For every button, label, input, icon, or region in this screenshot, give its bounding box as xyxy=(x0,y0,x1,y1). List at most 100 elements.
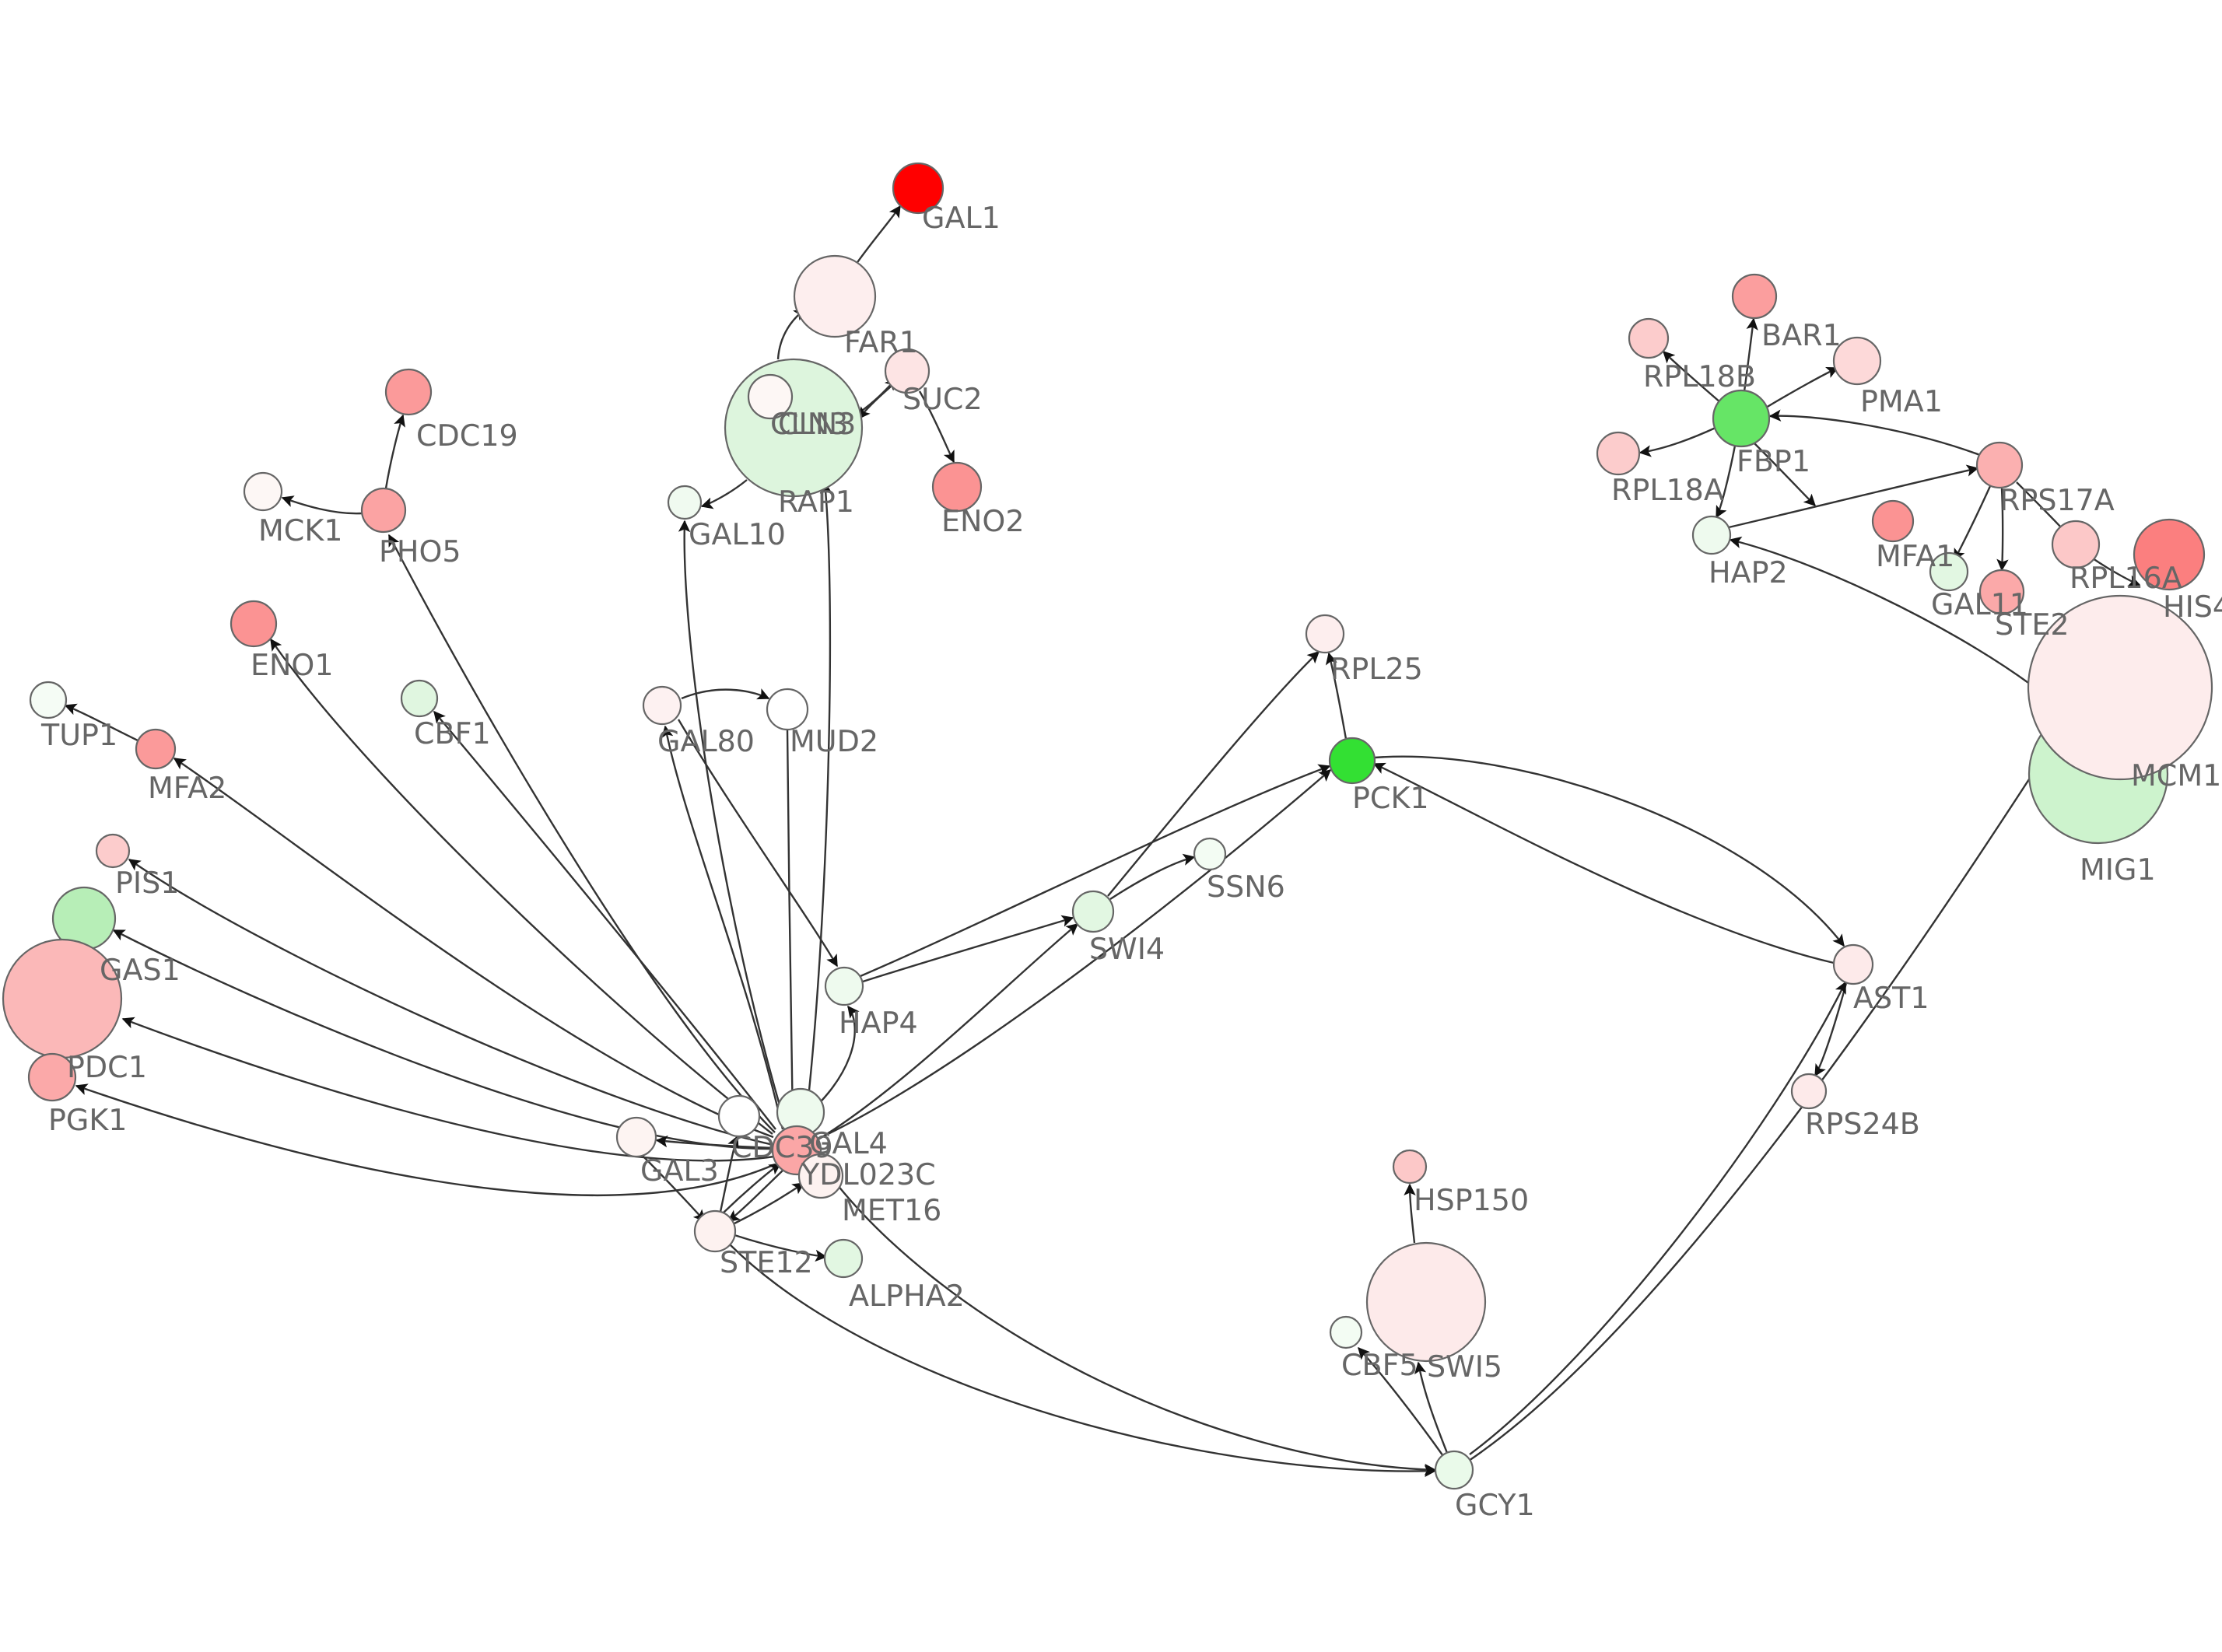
node-swi4[interactable] xyxy=(1071,890,1115,933)
node-gal11[interactable] xyxy=(1929,551,1969,592)
edge-gal4-to-gal3[interactable] xyxy=(655,1135,773,1150)
node-rpl18b[interactable] xyxy=(1628,317,1670,359)
node-far1[interactable] xyxy=(793,254,877,338)
node-rpl18a[interactable] xyxy=(1596,431,1641,476)
node-eno2[interactable] xyxy=(931,461,983,513)
node-hap4[interactable] xyxy=(824,966,864,1006)
edge-fbp1-to-rpl18a[interactable] xyxy=(1638,426,1716,457)
edge-swi4-to-rpl25[interactable] xyxy=(1107,651,1320,897)
node-eno1[interactable] xyxy=(230,600,278,648)
edge-gal4-to-pck1[interactable] xyxy=(818,769,1332,1140)
edge-gal4-to-gcy1[interactable] xyxy=(819,1161,1437,1476)
edge-rps17a-to-gal11[interactable] xyxy=(1953,485,1992,562)
node-pgk1[interactable] xyxy=(27,1052,77,1102)
node-cln3[interactable] xyxy=(747,373,794,420)
node-hsp150[interactable] xyxy=(1392,1149,1428,1185)
edge-mcm1-to-hap2[interactable] xyxy=(1729,536,2031,685)
edge-ste12-to-ydl023c[interactable] xyxy=(734,1182,805,1225)
node-pis1[interactable] xyxy=(95,833,131,869)
node-hap2[interactable] xyxy=(1691,515,1732,555)
edge-fbp1-to-rpl18b[interactable] xyxy=(1663,351,1722,404)
node-cdc19[interactable] xyxy=(384,368,433,416)
edge-gal4-to-pdc1[interactable] xyxy=(121,1017,775,1162)
edge-rps17a-to-ste2[interactable] xyxy=(1996,488,2009,572)
node-ydl023c[interactable] xyxy=(797,1153,844,1199)
edge-pho5-to-cdc19[interactable] xyxy=(384,414,405,489)
node-pma1[interactable] xyxy=(1832,336,1882,386)
edge-gal4-to-gal80[interactable] xyxy=(661,725,784,1130)
node-rps24b[interactable] xyxy=(1790,1073,1828,1110)
edge-fbp1-to-mfa1[interactable] xyxy=(1754,443,1816,506)
edge-swi4-to-ssn6[interactable] xyxy=(1109,853,1196,901)
edge-swi5-to-hsp150[interactable] xyxy=(1404,1183,1416,1244)
edge-fbp1-to-hap2[interactable] xyxy=(1715,445,1737,519)
edge-gal4-to-ste12[interactable] xyxy=(727,1169,784,1222)
node-gcy1[interactable] xyxy=(1434,1450,1474,1490)
node-pck1[interactable] xyxy=(1328,737,1376,785)
node-his4[interactable] xyxy=(2133,518,2206,591)
edge-fbp1-to-pma1[interactable] xyxy=(1765,366,1839,409)
node-tup1[interactable] xyxy=(29,681,68,719)
node-ssn6[interactable] xyxy=(1193,837,1227,871)
edge-pck1-to-rpl25[interactable] xyxy=(1325,652,1348,740)
edge-mud2-to-gal4[interactable] xyxy=(786,729,799,1126)
edge-ste12-to-gcy1[interactable] xyxy=(729,1244,1437,1478)
edge-gal4-to-pgk1[interactable] xyxy=(75,1083,776,1196)
edge-ste12-to-gal4[interactable] xyxy=(723,1163,782,1213)
edge-gal4-to-mfa2[interactable] xyxy=(173,758,774,1139)
edge-rpl16a-to-his4[interactable] xyxy=(2092,558,2141,586)
node-fbp1[interactable] xyxy=(1712,389,1771,448)
edge-hap2-to-rps17a[interactable] xyxy=(1728,464,1979,529)
node-mfa2[interactable] xyxy=(135,728,177,770)
edge-suc2-to-eno2[interactable] xyxy=(918,390,955,464)
edge-rap1-to-gal10[interactable] xyxy=(700,479,748,509)
node-swi5[interactable] xyxy=(1365,1241,1487,1363)
edge-gal4-to-swi4[interactable] xyxy=(816,923,1079,1142)
node-cdc39[interactable] xyxy=(717,1094,761,1138)
node-rps17a[interactable] xyxy=(1975,441,2024,489)
edge-gcy1-to-cbf5[interactable] xyxy=(1358,1346,1444,1457)
edge-fbp1-to-bar1[interactable] xyxy=(1743,317,1758,392)
edge-gal4-to-cbf1[interactable] xyxy=(433,710,776,1130)
edge-gal4-to-pis1[interactable] xyxy=(128,859,774,1146)
edge-pck1-to-ast1[interactable] xyxy=(1374,755,1845,947)
edge-suc2-to-rap1[interactable] xyxy=(858,386,892,420)
node-cbf1[interactable] xyxy=(400,679,439,718)
node-gal80[interactable] xyxy=(642,685,682,726)
edge-hap4-to-swi4[interactable] xyxy=(862,915,1074,983)
edge-gal4-to-gal10[interactable] xyxy=(678,520,787,1127)
edge-gcy1-to-mcm1[interactable] xyxy=(1468,751,2048,1461)
node-gal1[interactable] xyxy=(892,162,945,215)
node-mck1[interactable] xyxy=(243,471,283,512)
node-ste12[interactable] xyxy=(693,1209,737,1253)
edge-ast1-to-pck1[interactable] xyxy=(1372,762,1835,964)
node-ste2[interactable] xyxy=(1978,569,2025,615)
edge-mfa2-to-tup1[interactable] xyxy=(64,703,138,742)
edge-far1-to-gal1[interactable] xyxy=(855,205,901,265)
node-rpl25[interactable] xyxy=(1305,614,1345,654)
edge-gal4-to-eno1[interactable] xyxy=(270,638,773,1135)
node-gal10[interactable] xyxy=(667,485,703,520)
edge-gcy1-to-swi5[interactable] xyxy=(1414,1361,1449,1454)
node-mcm1[interactable] xyxy=(2027,594,2213,781)
edge-gcy1-to-ast1[interactable] xyxy=(1469,981,1847,1455)
edge-gal4-to-pho5[interactable] xyxy=(387,534,776,1133)
edge-gal4-to-rap1[interactable] xyxy=(804,481,832,1127)
edge-ste12-to-cdc39[interactable] xyxy=(719,1135,739,1213)
node-gal3[interactable] xyxy=(615,1116,657,1158)
node-alpha2[interactable] xyxy=(823,1238,864,1279)
edge-ste12-to-alpha2[interactable] xyxy=(734,1234,828,1262)
edge-ast1-to-rps24b[interactable] xyxy=(1814,982,1848,1077)
edge-gal80-to-hap4[interactable] xyxy=(677,719,839,968)
edge-gal4-to-gas1[interactable] xyxy=(112,929,774,1150)
node-mud2[interactable] xyxy=(766,688,809,731)
edge-hap4-to-pck1[interactable] xyxy=(860,764,1331,978)
node-pho5[interactable] xyxy=(360,487,407,534)
node-cbf5[interactable] xyxy=(1329,1315,1363,1349)
node-mfa1[interactable] xyxy=(1871,499,1915,543)
node-suc2[interactable] xyxy=(884,348,931,394)
node-rpl16a[interactable] xyxy=(2051,520,2101,569)
edge-gal80-to-mud2[interactable] xyxy=(681,688,770,700)
node-bar1[interactable] xyxy=(1731,273,1778,320)
node-ast1[interactable] xyxy=(1832,943,1874,985)
